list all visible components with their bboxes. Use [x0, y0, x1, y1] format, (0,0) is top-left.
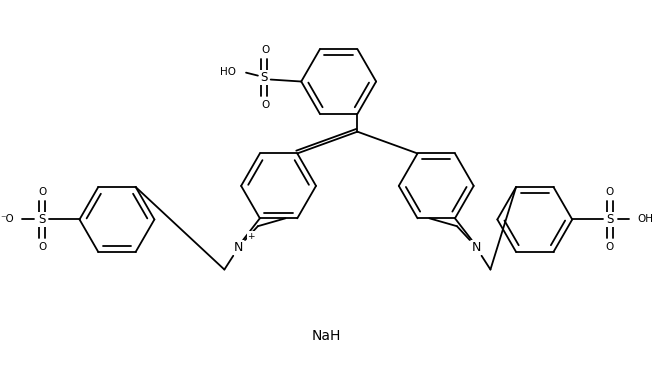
Text: O: O	[262, 100, 270, 110]
Text: S: S	[39, 213, 46, 226]
Text: N: N	[233, 241, 243, 254]
Text: HO: HO	[220, 67, 236, 77]
Text: O: O	[606, 187, 614, 197]
Text: O: O	[38, 187, 46, 197]
Text: N: N	[472, 241, 481, 254]
Text: S: S	[260, 71, 267, 84]
Text: +: +	[247, 231, 255, 241]
Text: S: S	[606, 213, 613, 226]
Text: O: O	[606, 242, 614, 252]
Text: O: O	[38, 242, 46, 252]
Text: OH: OH	[637, 215, 653, 224]
Text: ⁻O: ⁻O	[1, 215, 14, 224]
Text: NaH: NaH	[311, 329, 341, 343]
Text: O: O	[262, 45, 270, 55]
